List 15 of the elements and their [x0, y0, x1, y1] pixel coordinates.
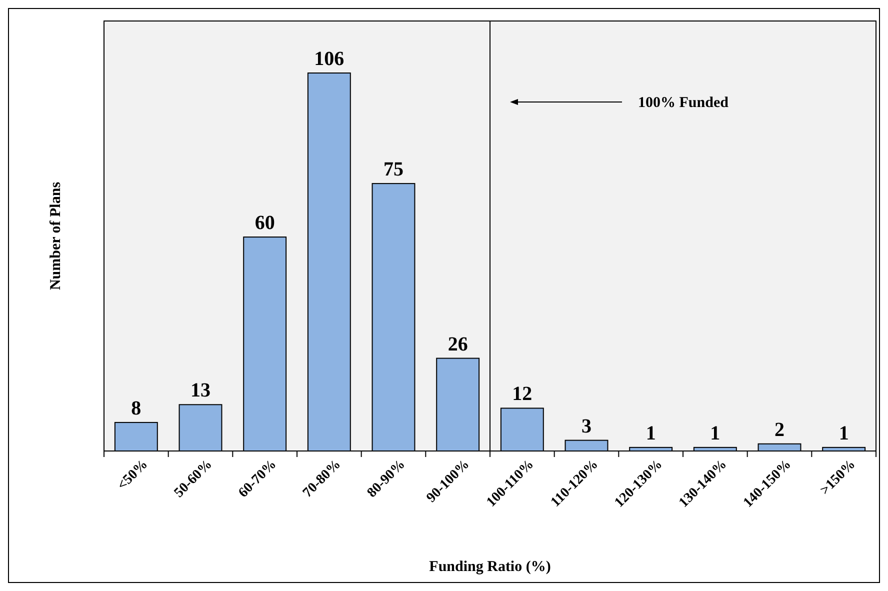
data-label: 106 [314, 48, 344, 70]
data-label: 13 [190, 380, 210, 402]
data-label: 1 [710, 422, 720, 444]
data-label: 8 [131, 397, 142, 420]
data-label: 3 [582, 415, 592, 438]
x-axis-title: Funding Ratio (%) [429, 559, 551, 575]
data-label: 12 [512, 383, 532, 406]
data-label: 1 [838, 422, 849, 444]
data-label: 1 [646, 422, 656, 444]
data-label: 26 [448, 333, 468, 356]
data-label: 75 [384, 158, 404, 181]
y-axis-title: Number of Plans [48, 182, 64, 290]
ref-line-label: 100% Funded [638, 95, 730, 111]
data-label: 60 [254, 212, 275, 234]
data-label: 2 [774, 418, 784, 441]
